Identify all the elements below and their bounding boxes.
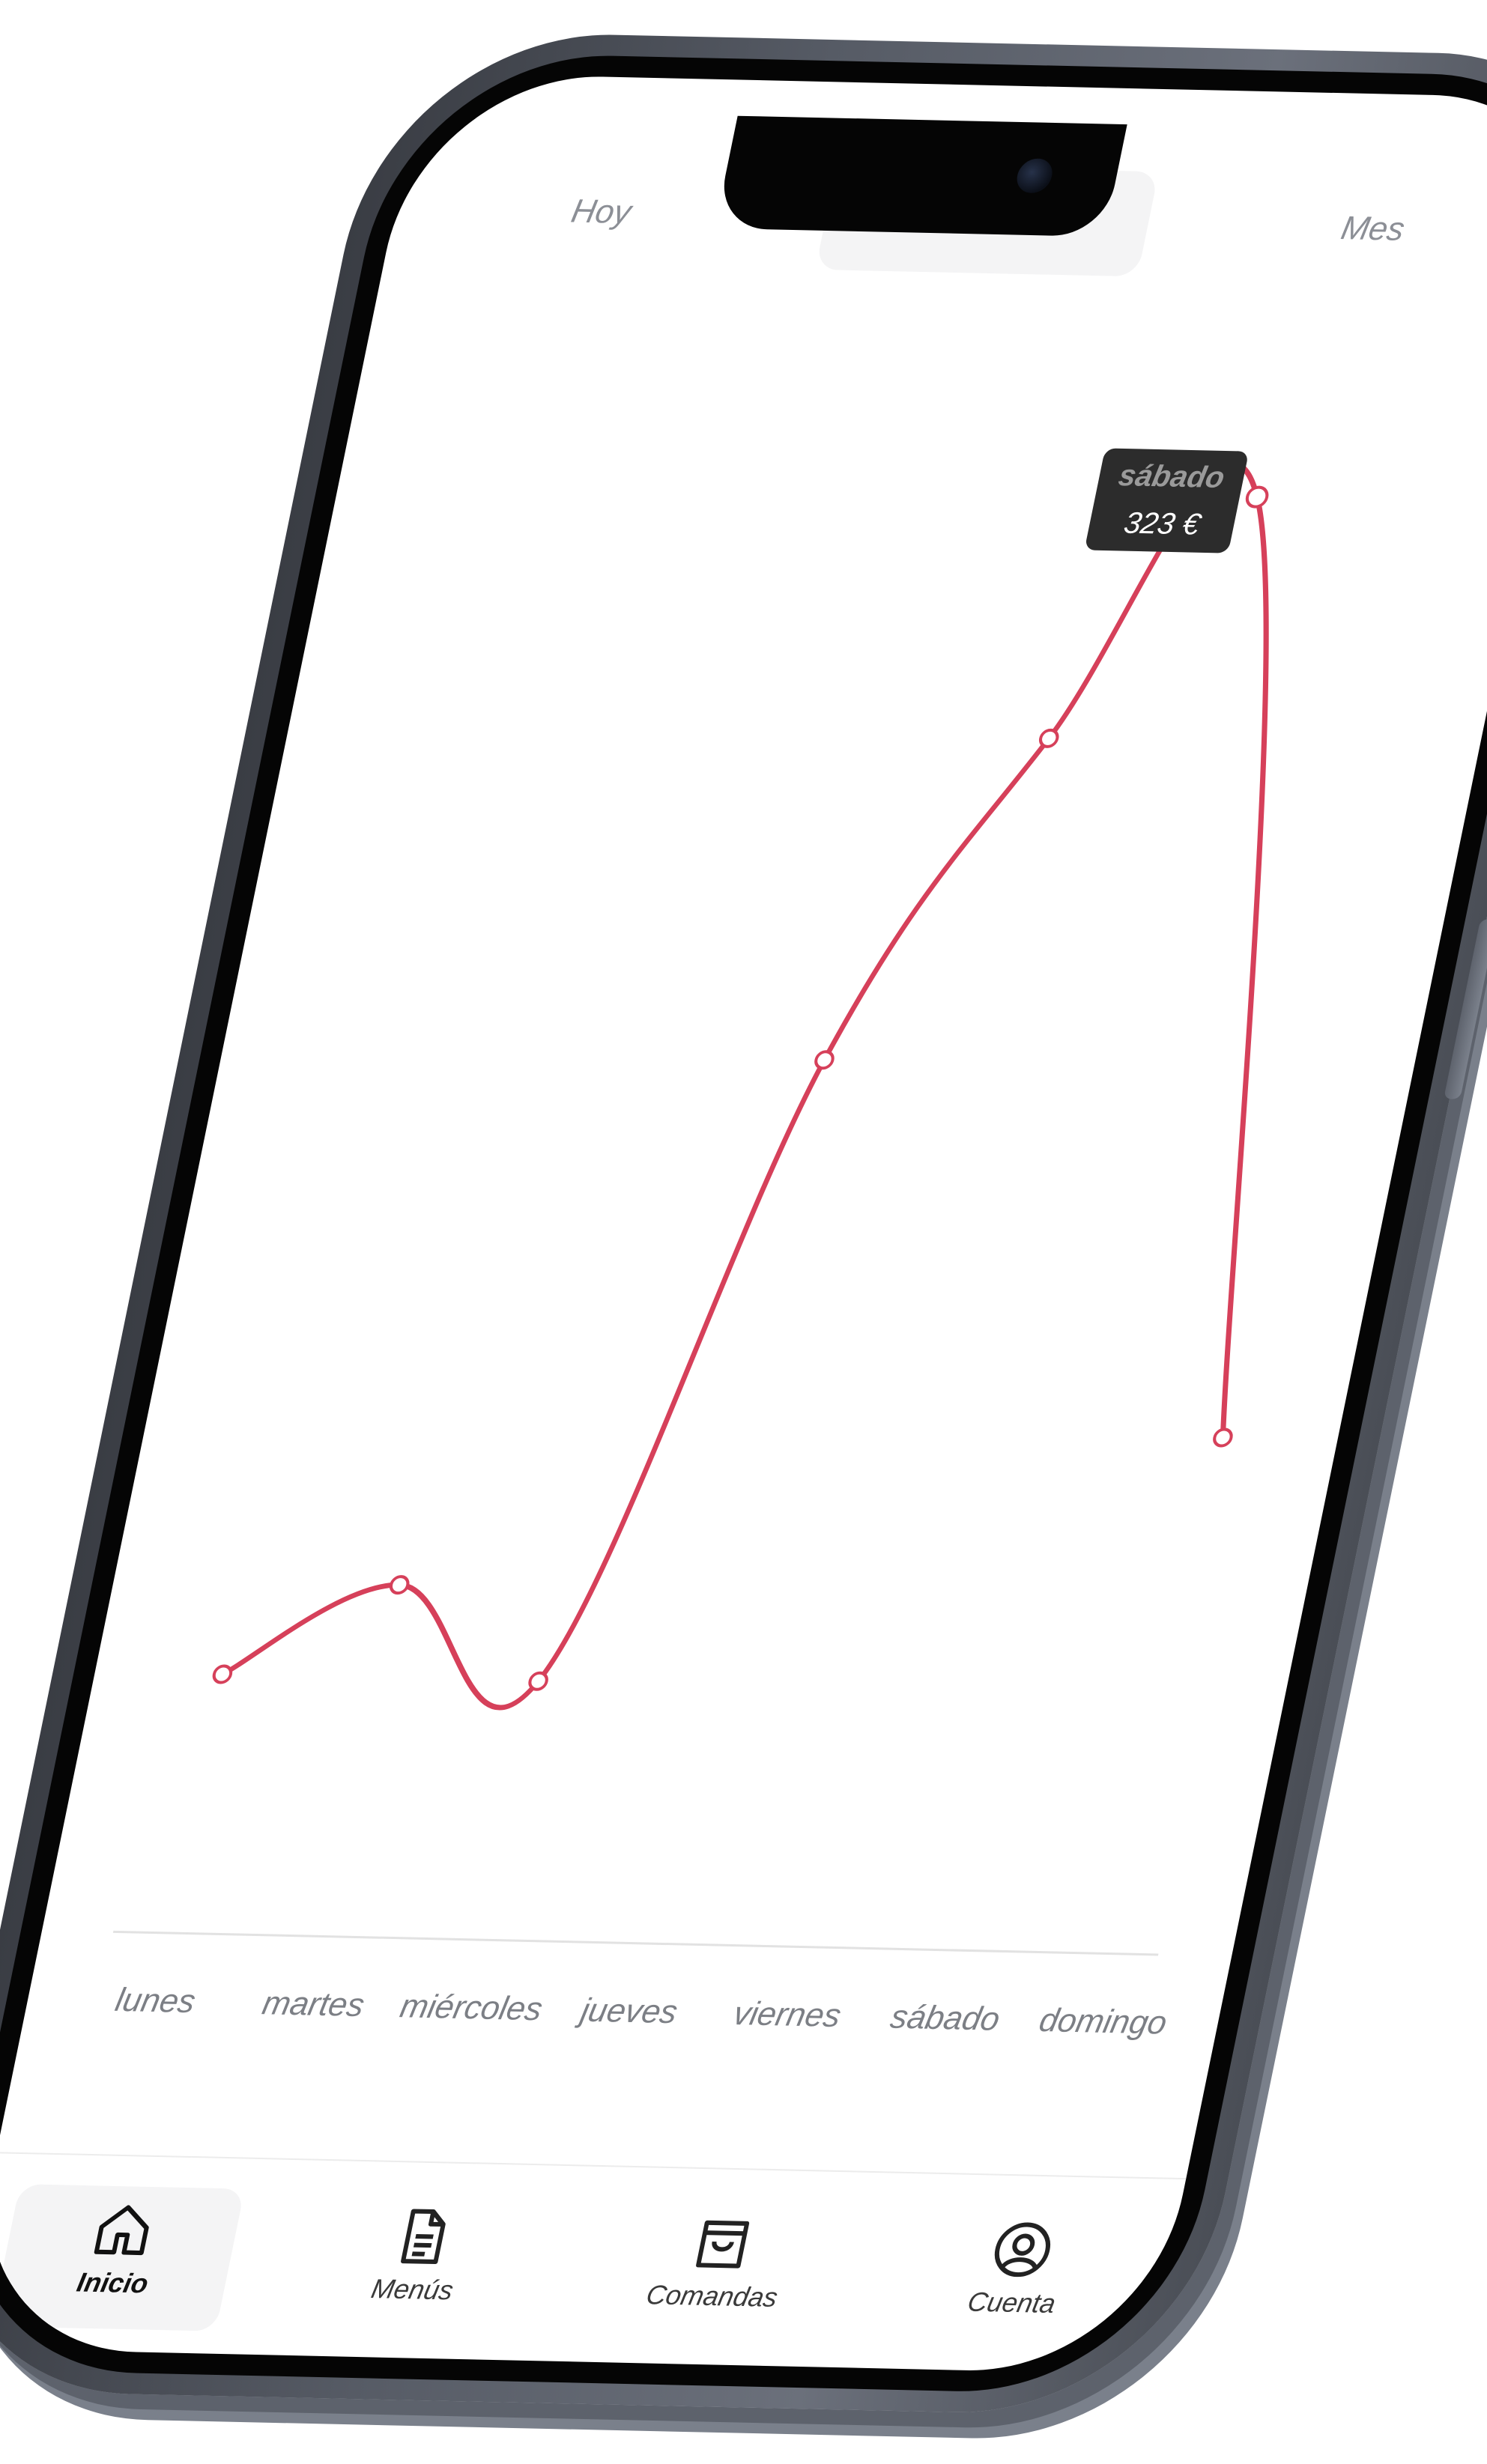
data-point-jueves[interactable]: [814, 1052, 835, 1068]
camera-icon: [1014, 158, 1055, 193]
value-tooltip: sábado 323 €: [1085, 449, 1250, 553]
x-tick-label-martes: martes: [259, 1985, 367, 2024]
data-point-domingo[interactable]: [1213, 1429, 1233, 1445]
nav-item-cuenta[interactable]: Cuenta: [890, 2204, 1144, 2352]
user-circle-icon: [987, 2219, 1059, 2281]
x-tick-label-viernes: viernes: [730, 1995, 844, 2034]
x-tick-label-lunes: lunes: [112, 1982, 199, 2020]
x-tick-labels: lunes martes miércoles jueves viernes sábado d…: [112, 1982, 1170, 2041]
tooltip-day: sábado: [1115, 459, 1227, 495]
x-tick-label-miércoles: miércoles: [397, 1988, 545, 2028]
x-axis-line: [113, 1932, 1158, 1955]
x-tick-label-jueves: jueves: [575, 1992, 681, 2030]
tooltip-value: 323 €: [1106, 506, 1217, 542]
data-point-viernes[interactable]: [1039, 730, 1059, 747]
app-screen: Hoy Semana Mes lunesmartesmiércolesjueve…: [0, 73, 1487, 2374]
nav-label-comandas: Comandas: [596, 2278, 828, 2315]
nav-item-inicio[interactable]: Inicio: [0, 2184, 245, 2331]
nav-item-menus[interactable]: Menús: [291, 2191, 545, 2338]
nav-label-inicio: Inicio: [0, 2265, 228, 2301]
shopping-bag-icon: [687, 2212, 759, 2274]
document-icon: [387, 2206, 459, 2267]
weekly-sales-chart: lunes martes miércoles jueves viernes sábado d…: [0, 73, 1487, 2374]
nav-label-menus: Menús: [297, 2272, 528, 2308]
data-point-miércoles[interactable]: [528, 1673, 548, 1690]
x-tick-label-domingo: domingo: [1036, 2002, 1170, 2041]
phone-notch: [715, 116, 1127, 237]
x-tick-label-sábado: sábado: [888, 1999, 1003, 2038]
series-line: [217, 447, 1422, 1722]
data-point-sábado[interactable]: [1245, 487, 1268, 507]
data-point-lunes[interactable]: [213, 1666, 233, 1682]
phone-device: Hoy Semana Mes lunesmartesmiércolesjueve…: [0, 30, 1487, 2417]
data-point-martes[interactable]: [390, 1577, 410, 1593]
nav-label-cuenta: Cuenta: [896, 2285, 1127, 2322]
bottom-navigation: Inicio Menús Comandas: [0, 2152, 1186, 2374]
nav-item-comandas[interactable]: Comandas: [590, 2197, 844, 2345]
home-icon: [88, 2200, 160, 2261]
